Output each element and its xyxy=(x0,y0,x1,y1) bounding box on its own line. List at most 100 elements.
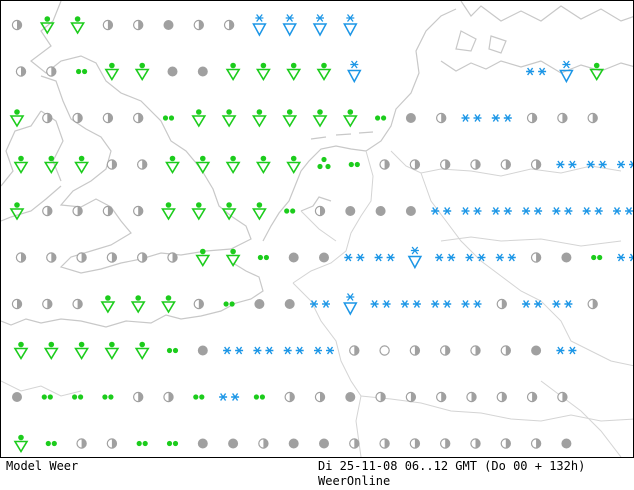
rain-shower-icon xyxy=(44,154,59,174)
rain-shower-icon xyxy=(226,154,240,174)
snow-shower-icon xyxy=(343,292,358,315)
overcast-icon xyxy=(561,438,572,449)
snow-icon xyxy=(582,206,604,216)
partly-cloudy-icon xyxy=(136,252,148,263)
rain-shower-icon xyxy=(196,154,210,174)
overcast-icon xyxy=(288,252,299,263)
rain-shower-icon xyxy=(343,108,358,127)
overcast-icon xyxy=(288,438,299,449)
overcast-icon xyxy=(12,392,22,402)
partly-cloudy-icon xyxy=(72,298,83,310)
rain-shower-icon xyxy=(252,108,267,127)
overcast-icon xyxy=(254,299,265,309)
snow-icon xyxy=(460,206,483,216)
overcast-icon xyxy=(319,252,329,263)
snow-icon xyxy=(555,160,578,169)
partly-cloudy-icon xyxy=(102,19,114,31)
coastlines xyxy=(1,1,633,328)
partly-cloudy-icon xyxy=(530,438,542,449)
weather-map xyxy=(0,0,634,458)
light-rain-icon xyxy=(591,254,603,261)
rain-shower-icon xyxy=(135,340,149,360)
partly-cloudy-icon xyxy=(557,112,568,124)
snow-shower-icon xyxy=(408,246,422,269)
rain-icon xyxy=(317,156,331,170)
partly-cloudy-icon xyxy=(314,205,326,217)
snow-icon xyxy=(373,253,396,262)
partly-cloudy-icon xyxy=(42,205,53,217)
partly-cloudy-icon xyxy=(76,438,87,449)
rain-shower-icon xyxy=(317,61,331,81)
snow-icon xyxy=(218,392,240,402)
rain-shower-icon xyxy=(256,61,271,81)
rain-shower-icon xyxy=(222,201,236,220)
rain-shower-icon xyxy=(14,154,28,174)
snow-icon xyxy=(430,206,452,216)
rain-shower-icon xyxy=(44,340,59,360)
partly-cloudy-icon xyxy=(106,159,118,170)
rain-shower-icon xyxy=(226,61,240,81)
partly-cloudy-icon xyxy=(466,391,477,403)
partly-cloudy-icon xyxy=(106,438,118,449)
rain-shower-icon xyxy=(74,154,89,174)
overcast-icon xyxy=(167,66,178,77)
snow-icon xyxy=(309,299,331,309)
partly-cloudy-icon xyxy=(440,345,451,356)
rain-shower-icon xyxy=(70,15,85,34)
light-rain-icon xyxy=(76,68,88,75)
partly-cloudy-icon xyxy=(42,298,53,310)
snow-icon xyxy=(491,206,513,216)
partly-cloudy-icon xyxy=(163,391,174,403)
partly-cloudy-icon xyxy=(375,391,386,403)
overcast-icon xyxy=(561,252,572,263)
snow-icon xyxy=(460,299,483,309)
light-rain-icon xyxy=(375,115,387,121)
rain-shower-icon xyxy=(589,61,604,81)
rain-shower-icon xyxy=(222,108,236,127)
rain-shower-icon xyxy=(14,340,28,360)
light-rain-icon xyxy=(45,440,57,447)
rain-shower-icon xyxy=(161,201,176,220)
light-rain-icon xyxy=(193,394,205,400)
overcast-icon xyxy=(345,206,356,216)
snow-shower-icon xyxy=(343,13,358,36)
partly-cloudy-icon xyxy=(496,298,507,310)
partly-cloudy-icon xyxy=(102,112,114,124)
partly-cloudy-icon xyxy=(42,112,53,124)
snow-icon xyxy=(521,299,543,309)
overcast-icon xyxy=(405,113,416,123)
rain-shower-icon xyxy=(165,154,180,174)
rain-shower-icon xyxy=(192,201,206,220)
partly-cloudy-icon xyxy=(379,438,390,449)
partly-cloudy-icon xyxy=(530,252,542,263)
snow-icon xyxy=(495,253,517,262)
overcast-icon xyxy=(163,20,174,30)
snow-icon xyxy=(343,253,365,262)
snow-icon xyxy=(222,346,244,355)
rain-shower-icon xyxy=(101,294,115,313)
overcast-icon xyxy=(531,345,542,356)
partly-cloudy-icon xyxy=(349,345,360,356)
snow-icon xyxy=(400,299,422,309)
snow-shower-icon xyxy=(559,60,574,83)
light-rain-icon xyxy=(284,208,296,214)
snow-icon xyxy=(313,346,335,355)
weather-symbols xyxy=(10,13,633,453)
partly-cloudy-icon xyxy=(132,112,144,124)
partly-cloudy-icon xyxy=(72,112,83,124)
overcast-icon xyxy=(228,438,239,449)
snow-icon xyxy=(434,253,456,262)
light-rain-icon xyxy=(162,115,175,121)
partly-cloudy-icon xyxy=(284,391,295,403)
rain-shower-icon xyxy=(286,61,301,81)
snow-icon xyxy=(616,253,633,262)
partly-cloudy-icon xyxy=(500,345,511,356)
light-rain-icon xyxy=(41,394,53,400)
snow-icon xyxy=(525,67,547,76)
snow-icon xyxy=(616,160,633,169)
partly-cloudy-icon xyxy=(526,391,538,403)
light-rain-icon xyxy=(348,161,360,168)
partly-cloudy-icon xyxy=(136,159,148,170)
overcast-icon xyxy=(375,206,386,216)
partly-cloudy-icon xyxy=(470,438,481,449)
